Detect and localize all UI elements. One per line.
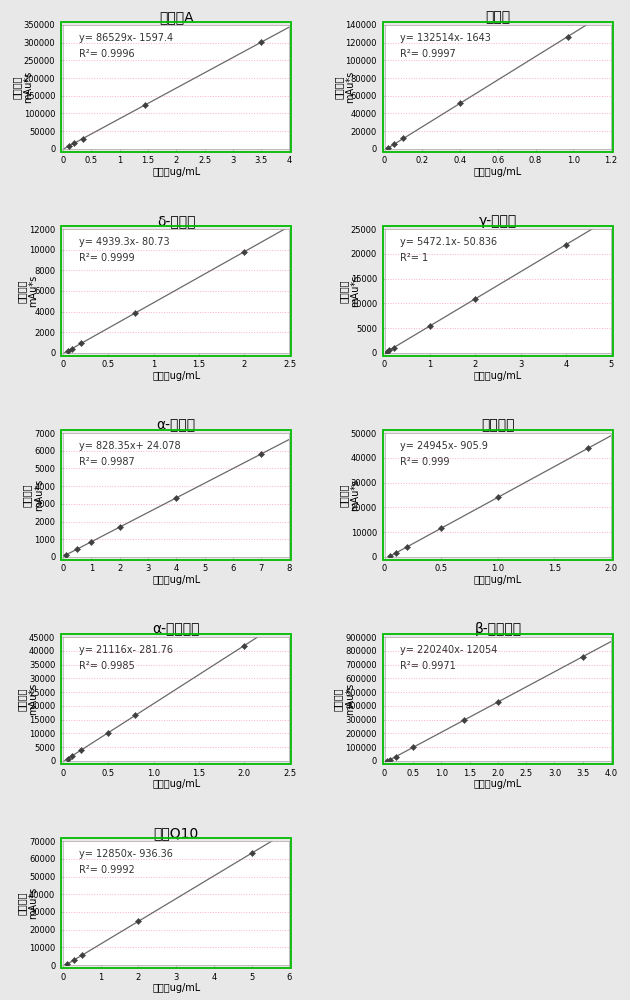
Point [383,140,393,156]
Y-axis label: 峰面积：
mAu*s: 峰面积： mAu*s [17,887,38,919]
X-axis label: 浓度：ug/mL: 浓度：ug/mL [474,167,522,177]
Point [561,237,571,253]
Point [130,305,140,321]
Point [493,489,503,505]
X-axis label: 浓度：ug/mL: 浓度：ug/mL [152,575,200,585]
Text: R²= 0.9971: R²= 0.9971 [401,661,456,671]
X-axis label: 浓度：ug/mL: 浓度：ug/mL [152,371,200,381]
Text: y= 5472.1x- 50.836: y= 5472.1x- 50.836 [401,237,498,247]
X-axis label: 浓度：ug/mL: 浓度：ug/mL [152,167,200,177]
Point [60,547,71,563]
Point [103,725,113,741]
Text: y= 24945x- 905.9: y= 24945x- 905.9 [401,441,488,451]
Point [256,446,266,462]
Point [62,956,72,972]
Point [64,138,74,154]
Point [239,244,249,260]
Text: y= 12850x- 936.36: y= 12850x- 936.36 [79,849,173,859]
Point [385,548,395,564]
Point [69,135,79,151]
Point [62,343,72,359]
Title: α-胡萝卜素: α-胡萝卜素 [152,622,200,636]
Text: y= 828.35x+ 24.078: y= 828.35x+ 24.078 [79,441,180,451]
X-axis label: 浓度：ug/mL: 浓度：ug/mL [152,983,200,993]
Point [76,335,86,351]
Point [67,341,77,357]
Point [382,753,392,769]
Point [389,340,399,356]
Text: R²= 0.9985: R²= 0.9985 [79,661,135,671]
Point [72,541,82,557]
Point [391,749,401,765]
Point [389,136,399,152]
Text: y= 4939.3x- 80.73: y= 4939.3x- 80.73 [79,237,169,247]
Point [470,291,480,307]
Y-axis label: 峰面积：
mAu*s: 峰面积： mAu*s [17,275,38,307]
Text: R²= 1: R²= 1 [401,253,428,263]
Point [402,539,412,555]
X-axis label: 浓度：ug/mL: 浓度：ug/mL [474,779,522,789]
Point [239,638,249,654]
Point [408,739,418,755]
Point [493,694,503,710]
Point [67,748,77,764]
Text: y= 86529x- 1597.4: y= 86529x- 1597.4 [79,33,173,43]
Point [385,752,395,768]
Point [578,649,588,665]
Point [455,95,465,111]
Y-axis label: 峰面积：
mAu*s: 峰面积： mAu*s [11,71,33,103]
Y-axis label: 峰面积：
mAu*s: 峰面积： mAu*s [22,479,43,511]
Point [130,707,140,723]
Text: y= 220240x- 12054: y= 220240x- 12054 [401,645,498,655]
Text: R²= 0.9999: R²= 0.9999 [79,253,134,263]
Point [247,845,257,861]
Title: γ-生育酚: γ-生育酚 [479,214,517,228]
Y-axis label: 峰面积：
mAu*s: 峰面积： mAu*s [333,683,355,715]
Point [76,742,86,758]
Point [86,534,96,550]
Text: R²= 0.999: R²= 0.999 [401,457,450,467]
Point [384,342,394,358]
Point [583,440,593,456]
Text: R²= 0.9996: R²= 0.9996 [79,49,134,59]
Title: 蕃茄红素: 蕃茄红素 [481,418,515,432]
Point [398,130,408,146]
Point [436,520,446,536]
Title: 叶黄素: 叶黄素 [485,10,510,24]
Y-axis label: 峰面积：
mAu*s: 峰面积： mAu*s [338,275,360,307]
Text: R²= 0.9992: R²= 0.9992 [79,865,135,875]
Text: y= 21116x- 281.76: y= 21116x- 281.76 [79,645,173,655]
Point [563,29,573,45]
Point [171,490,181,506]
Point [77,131,88,147]
Text: R²= 0.9997: R²= 0.9997 [401,49,456,59]
Point [256,34,266,50]
Point [391,545,401,561]
Title: β-胡萝卜素: β-胡萝卜素 [474,622,522,636]
Y-axis label: 峰面积：
mAu*s: 峰面积： mAu*s [333,71,355,103]
Text: R²= 0.9987: R²= 0.9987 [79,457,135,467]
Point [77,947,87,963]
Point [425,318,435,334]
X-axis label: 浓度：ug/mL: 浓度：ug/mL [152,779,200,789]
Point [134,913,144,929]
Point [382,344,392,360]
Point [62,751,72,767]
Point [115,519,125,535]
Y-axis label: 峰面积：
mAu*s: 峰面积： mAu*s [17,683,38,715]
Point [140,97,150,113]
Y-axis label: 峰面积：
mAu*s: 峰面积： mAu*s [338,479,360,511]
Title: δ-生育酚: δ-生育酚 [157,214,195,228]
X-axis label: 浓度：ug/mL: 浓度：ug/mL [474,371,522,381]
Text: y= 132514x- 1643: y= 132514x- 1643 [401,33,491,43]
Title: 维生素A: 维生素A [159,10,193,24]
Title: α-生育酚: α-生育酚 [157,418,196,432]
Title: 辅酶Q10: 辅酶Q10 [154,826,199,840]
Point [69,952,79,968]
Point [459,712,469,728]
X-axis label: 浓度：ug/mL: 浓度：ug/mL [474,575,522,585]
